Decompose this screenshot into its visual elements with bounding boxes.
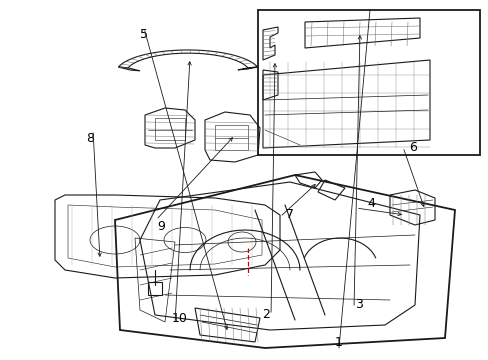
- Text: 9: 9: [157, 220, 164, 233]
- Text: 10: 10: [172, 311, 187, 324]
- Text: 6: 6: [408, 140, 416, 153]
- Text: 2: 2: [262, 309, 269, 321]
- Text: 7: 7: [285, 207, 293, 220]
- Text: 8: 8: [86, 131, 94, 144]
- Text: 3: 3: [354, 297, 362, 310]
- Text: 1: 1: [334, 337, 342, 350]
- Text: 5: 5: [140, 27, 148, 41]
- Text: 4: 4: [366, 197, 374, 210]
